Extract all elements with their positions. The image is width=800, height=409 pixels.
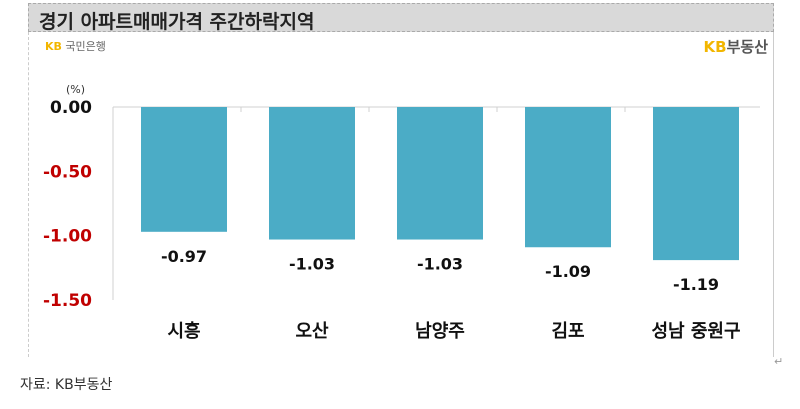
y-tick-label: -0.50 (43, 162, 92, 182)
kb-realestate-logo-text: 부동산 (726, 38, 768, 56)
bar (397, 107, 483, 240)
bar (269, 107, 355, 240)
kb-bank-logo-mark: KB (45, 40, 62, 53)
category-label: 성남 중원구 (651, 321, 740, 342)
bar (653, 107, 739, 261)
data-label: -1.09 (545, 262, 591, 281)
data-label: -1.03 (289, 255, 335, 274)
chart-title: 경기 아파트매매가격 주간하락지역 (39, 11, 315, 33)
category-label: 남양주 (415, 321, 465, 342)
paragraph-mark: ↵ (774, 355, 784, 368)
category-label: 오산 (295, 321, 329, 342)
kb-realestate-logo-mark: KB (703, 38, 727, 56)
y-axis-unit: (%) (66, 83, 86, 96)
source-note: 자료: KB부동산 (20, 377, 113, 393)
y-tick-label: -1.50 (43, 291, 92, 311)
data-label: -1.19 (673, 275, 719, 294)
title-bar: 경기 아파트매매가격 주간하락지역 (28, 3, 774, 33)
bar (525, 107, 611, 248)
kb-bank-logo-text: 국민은행 (65, 40, 106, 53)
data-label: -0.97 (161, 247, 207, 266)
data-label: -1.03 (417, 255, 463, 274)
y-tick-label: 0.00 (50, 98, 92, 118)
bar (141, 107, 227, 232)
y-tick-label: -1.00 (43, 227, 92, 247)
kb-realestate-logo: KB부동산 (704, 36, 768, 57)
category-label: 시흥 (167, 320, 200, 342)
chart-frame (28, 32, 774, 357)
kb-bank-logo: KB 국민은행 (45, 38, 106, 54)
category-label: 김포 (551, 321, 584, 342)
